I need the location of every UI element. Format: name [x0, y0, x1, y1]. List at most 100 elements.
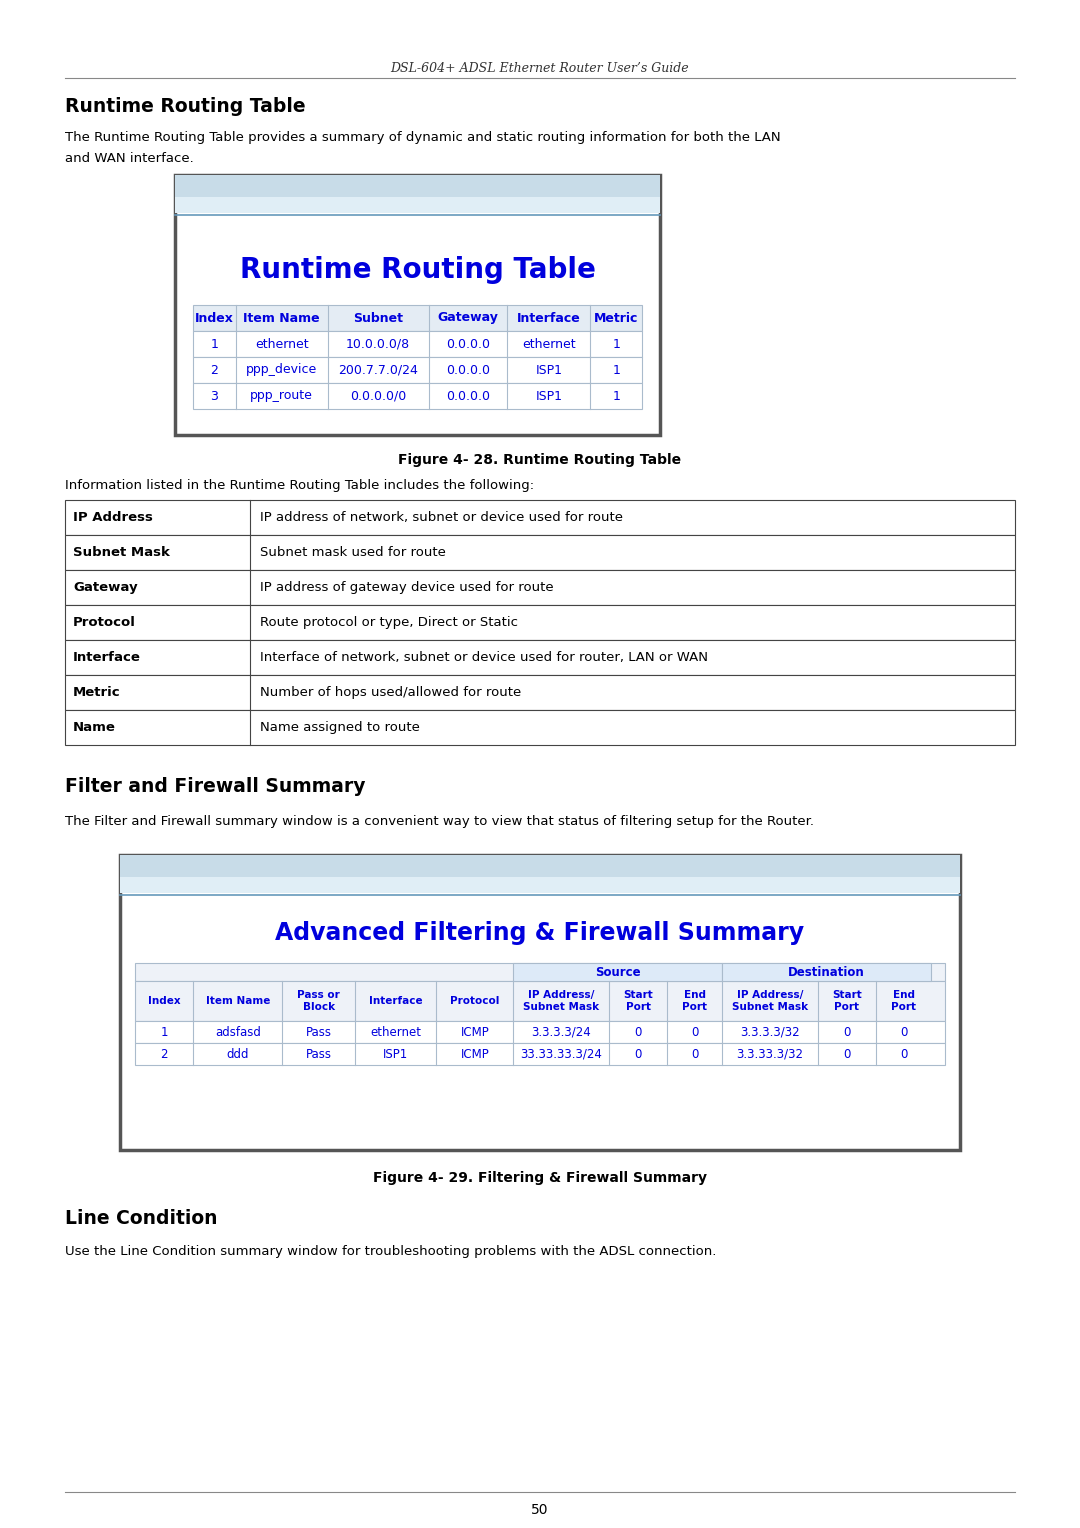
- Text: Metric: Metric: [594, 312, 638, 324]
- Bar: [135, 963, 945, 981]
- Text: Runtime Routing Table: Runtime Routing Table: [65, 98, 306, 116]
- Text: Subnet Mask: Subnet Mask: [73, 545, 170, 559]
- Text: 1: 1: [612, 338, 620, 350]
- Text: Interface of network, subnet or device used for router, LAN or WAN: Interface of network, subnet or device u…: [260, 651, 708, 665]
- Text: Interface: Interface: [369, 996, 422, 1005]
- Text: Information listed in the Runtime Routing Table includes the following:: Information listed in the Runtime Routin…: [65, 478, 535, 492]
- Text: ddd: ddd: [227, 1048, 249, 1060]
- Bar: [65, 640, 1015, 675]
- Text: 2: 2: [161, 1048, 167, 1060]
- Text: 1: 1: [612, 390, 620, 402]
- Text: 1: 1: [161, 1025, 167, 1039]
- Text: 1: 1: [612, 364, 620, 376]
- Text: 10.0.0.0/8: 10.0.0.0/8: [347, 338, 410, 350]
- Bar: [175, 176, 660, 197]
- Text: Advanced Filtering & Firewall Summary: Advanced Filtering & Firewall Summary: [275, 921, 805, 944]
- Text: Subnet mask used for route: Subnet mask used for route: [260, 545, 446, 559]
- Text: Interface: Interface: [517, 312, 581, 324]
- Text: 0: 0: [691, 1048, 699, 1060]
- Text: 0.0.0.0: 0.0.0.0: [446, 364, 490, 376]
- Text: 0: 0: [900, 1025, 907, 1039]
- Text: Start
Port: Start Port: [623, 990, 653, 1012]
- Bar: [65, 535, 1015, 570]
- Text: 3.3.3.3/32: 3.3.3.3/32: [740, 1025, 800, 1039]
- Text: 0.0.0.0: 0.0.0.0: [446, 338, 490, 350]
- Text: ethernet: ethernet: [522, 338, 576, 350]
- Text: Figure 4- 28. Runtime Routing Table: Figure 4- 28. Runtime Routing Table: [399, 452, 681, 468]
- Text: Filter and Firewall Summary: Filter and Firewall Summary: [65, 778, 365, 796]
- Text: Subnet: Subnet: [353, 312, 403, 324]
- Text: 0: 0: [843, 1025, 851, 1039]
- Text: 0.0.0.0: 0.0.0.0: [446, 390, 490, 402]
- Text: 0: 0: [634, 1025, 642, 1039]
- Text: IP Address/
Subnet Mask: IP Address/ Subnet Mask: [523, 990, 599, 1012]
- Bar: [193, 306, 642, 332]
- Bar: [65, 570, 1015, 605]
- Text: 33.33.33.3/24: 33.33.33.3/24: [521, 1048, 602, 1060]
- Text: End
Port: End Port: [683, 990, 707, 1012]
- Text: Interface: Interface: [73, 651, 140, 665]
- Text: Item Name: Item Name: [205, 996, 270, 1005]
- Text: 0: 0: [843, 1048, 851, 1060]
- Bar: [135, 1021, 945, 1044]
- Bar: [193, 332, 642, 358]
- Text: Protocol: Protocol: [73, 616, 136, 630]
- Text: ppp_device: ppp_device: [246, 364, 318, 376]
- Text: and WAN interface.: and WAN interface.: [65, 151, 193, 165]
- Text: ISP1: ISP1: [536, 364, 563, 376]
- Text: 50: 50: [531, 1504, 549, 1517]
- Text: The Filter and Firewall summary window is a convenient way to view that status o: The Filter and Firewall summary window i…: [65, 816, 814, 828]
- Text: 0.0.0.0/0: 0.0.0.0/0: [350, 390, 406, 402]
- Text: Name assigned to route: Name assigned to route: [260, 721, 420, 733]
- Bar: [65, 675, 1015, 711]
- Text: Name: Name: [73, 721, 116, 733]
- Bar: [193, 384, 642, 410]
- Text: Line Condition: Line Condition: [65, 1209, 217, 1227]
- Text: Protocol: Protocol: [450, 996, 499, 1005]
- Text: 200.7.7.0/24: 200.7.7.0/24: [338, 364, 418, 376]
- Text: Index: Index: [148, 996, 180, 1005]
- Bar: [120, 856, 960, 1151]
- Text: ISP1: ISP1: [383, 1048, 408, 1060]
- Text: ppp_route: ppp_route: [251, 390, 313, 402]
- Text: 3: 3: [211, 390, 218, 402]
- Text: IP address of gateway device used for route: IP address of gateway device used for ro…: [260, 581, 554, 594]
- Text: Destination: Destination: [788, 966, 865, 978]
- Text: Pass: Pass: [306, 1048, 332, 1060]
- Text: IP address of network, subnet or device used for route: IP address of network, subnet or device …: [260, 510, 623, 524]
- Text: 3.3.33.3/32: 3.3.33.3/32: [737, 1048, 804, 1060]
- Bar: [65, 500, 1015, 535]
- Text: Metric: Metric: [73, 686, 121, 698]
- Text: Use the Line Condition summary window for troubleshooting problems with the ADSL: Use the Line Condition summary window fo…: [65, 1245, 716, 1259]
- Bar: [65, 711, 1015, 746]
- Bar: [723, 963, 931, 981]
- Bar: [175, 197, 660, 212]
- Bar: [135, 1044, 945, 1065]
- Bar: [513, 963, 723, 981]
- Text: Figure 4- 29. Filtering & Firewall Summary: Figure 4- 29. Filtering & Firewall Summa…: [373, 1170, 707, 1186]
- Text: IP Address/
Subnet Mask: IP Address/ Subnet Mask: [732, 990, 808, 1012]
- Text: Start
Port: Start Port: [832, 990, 862, 1012]
- Text: Index: Index: [194, 312, 233, 324]
- Bar: [120, 877, 960, 892]
- Text: ethernet: ethernet: [370, 1025, 421, 1039]
- Text: ICMP: ICMP: [460, 1025, 489, 1039]
- Text: 0: 0: [900, 1048, 907, 1060]
- Text: Pass or
Block: Pass or Block: [297, 990, 340, 1012]
- Text: Source: Source: [595, 966, 640, 978]
- Text: IP Address: IP Address: [73, 510, 153, 524]
- Bar: [175, 176, 660, 435]
- Text: 0: 0: [691, 1025, 699, 1039]
- Text: Route protocol or type, Direct or Static: Route protocol or type, Direct or Static: [260, 616, 518, 630]
- Text: DSL-604+ ADSL Ethernet Router User’s Guide: DSL-604+ ADSL Ethernet Router User’s Gui…: [391, 61, 689, 75]
- Text: ICMP: ICMP: [460, 1048, 489, 1060]
- Text: 0: 0: [634, 1048, 642, 1060]
- Text: Gateway: Gateway: [73, 581, 137, 594]
- Text: adsfasd: adsfasd: [215, 1025, 260, 1039]
- Text: 2: 2: [211, 364, 218, 376]
- Text: 3.3.3.3/24: 3.3.3.3/24: [531, 1025, 591, 1039]
- Text: The Runtime Routing Table provides a summary of dynamic and static routing infor: The Runtime Routing Table provides a sum…: [65, 131, 781, 145]
- Text: End
Port: End Port: [891, 990, 916, 1012]
- Text: Runtime Routing Table: Runtime Routing Table: [240, 257, 595, 284]
- Bar: [65, 605, 1015, 640]
